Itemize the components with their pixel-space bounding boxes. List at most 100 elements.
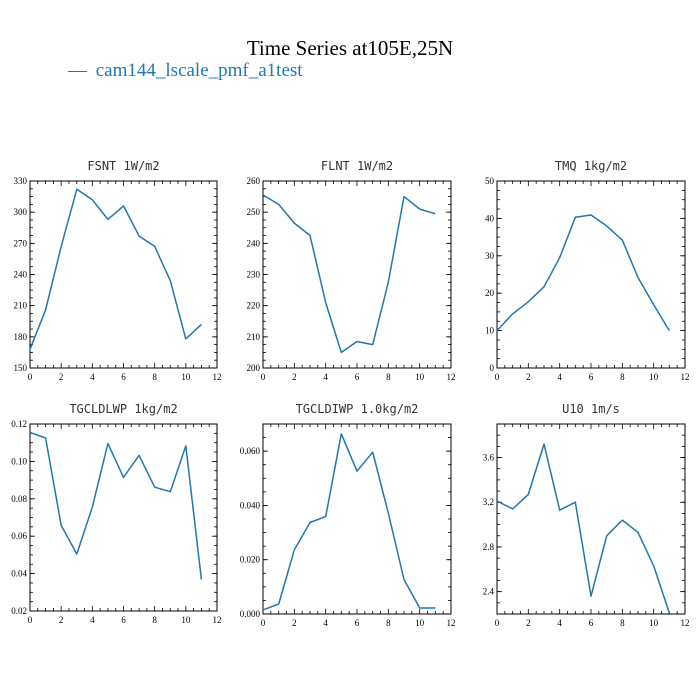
x-tick-label: 12 — [681, 618, 690, 628]
panel-title: TGCLDIWP 1.0kg/m2 — [296, 402, 419, 416]
series-line — [29, 188, 202, 350]
x-tick-label: 4 — [557, 618, 562, 628]
chart-panels: FSNT 1W/m20 2 4 6 8 10 12150180210240270300330… — [11, 159, 689, 628]
plot-frame — [496, 180, 686, 369]
panel-3: TMQ 1kg/m2 0 2 4 6 8 10 12 0 10 20 30 40 50 — [485, 159, 690, 382]
x-tick-label: 6 — [121, 615, 126, 625]
y-tick-label: 10 — [485, 326, 495, 336]
x-tick-label: 2 — [526, 618, 531, 628]
series-line — [262, 433, 436, 611]
x-tick-label: 12 — [447, 618, 456, 628]
y-tick-label: 30 — [485, 251, 495, 261]
plot-frame — [262, 423, 452, 615]
series-line — [496, 443, 671, 614]
series-line — [262, 194, 436, 354]
y-tick-label: 0.020 — [240, 555, 261, 565]
panel-title: TMQ 1kg/m2 — [555, 159, 627, 173]
panel-title: TGCLDLWP 1kg/m2 — [69, 402, 177, 416]
x-tick-label: 2 — [292, 372, 297, 382]
x-tick-label: 8 — [620, 618, 625, 628]
y-tick-label: 0 — [490, 363, 495, 373]
y-tick-label: 260 — [247, 176, 261, 186]
x-tick-label: 10 — [649, 372, 659, 382]
plot-frame — [29, 180, 218, 369]
y-tick-label: 200 — [247, 363, 261, 373]
y-tick-label: 0.08 — [11, 494, 27, 504]
x-tick-label: 8 — [386, 372, 391, 382]
series-line — [496, 214, 670, 332]
y-tick-label: 250 — [247, 207, 261, 217]
svg-text:— cam144_lscale_pmf_a1te: — cam144_lscale_pmf_a1test — [67, 60, 303, 81]
y-tick-label: 210 — [247, 332, 261, 342]
y-tick-label: 180 — [14, 332, 28, 342]
panel-1: FSNT 1W/m2 0 2 4 6 8 10 12 150 180 210 240 270 300 330 — [14, 159, 222, 382]
x-tick-label: 0 — [261, 372, 266, 382]
x-tick-label: 12 — [681, 372, 690, 382]
x-tick-label: 6 — [589, 372, 594, 382]
plot-frame — [262, 180, 452, 369]
y-tick-label: 300 — [14, 207, 28, 217]
y-tick-label: 20 — [485, 288, 495, 298]
legend-label: cam144_lscale_pmf_a1test — [96, 60, 304, 81]
x-tick-label: 4 — [323, 618, 328, 628]
x-tick-label: 8 — [152, 615, 157, 625]
panel-2: FLNT 1W/m2 0 2 4 6 8 10 12 200 210 220 230 240 250 260 — [247, 159, 456, 382]
y-tick-label: 0.000 — [240, 609, 261, 619]
x-tick-label: 4 — [90, 372, 95, 382]
x-tick-label: 12 — [213, 372, 222, 382]
y-tick-label: 2.4 — [483, 587, 495, 597]
y-tick-label: 0.06 — [11, 531, 27, 541]
y-tick-label: 270 — [14, 238, 28, 248]
y-tick-label: 0.04 — [11, 569, 27, 579]
y-tick-label: 0.12 — [11, 419, 27, 429]
x-tick-label: 2 — [59, 615, 64, 625]
y-tick-label: 40 — [485, 213, 495, 223]
panel-5: TGCLDIWP 1.0kg/m2 0 2 4 6 8 10 12 0.000 0.020 0.04… — [240, 402, 456, 628]
y-tick-label: 0.10 — [11, 456, 27, 466]
panel-title: U10 1m/s — [562, 402, 620, 416]
x-tick-label: 4 — [557, 372, 562, 382]
x-tick-label: 4 — [323, 372, 328, 382]
panel-6: U10 1m/s 0 2 4 6 8 10 12 2.4 2.8 3.2 3.6 — [483, 402, 690, 628]
x-tick-label: 0 — [495, 618, 500, 628]
x-tick-label: 0 — [28, 372, 33, 382]
y-tick-label: 0.060 — [240, 446, 261, 456]
y-tick-label: 230 — [247, 270, 261, 280]
y-tick-label: 240 — [247, 238, 261, 248]
y-tick-label: 2.8 — [483, 542, 495, 552]
x-tick-label: 6 — [355, 618, 360, 628]
x-tick-label: 8 — [152, 372, 157, 382]
plot-frame — [29, 423, 218, 612]
y-tick-label: 330 — [14, 176, 28, 186]
x-tick-label: 8 — [620, 372, 625, 382]
y-tick-label: 3.2 — [483, 497, 494, 507]
x-tick-label: 2 — [292, 618, 297, 628]
x-tick-label: 4 — [90, 615, 95, 625]
plot-frame — [496, 423, 686, 615]
x-tick-label: 2 — [526, 372, 531, 382]
x-tick-label: 6 — [121, 372, 126, 382]
y-tick-label: 240 — [14, 270, 28, 280]
x-tick-label: 0 — [261, 618, 266, 628]
x-tick-label: 6 — [355, 372, 360, 382]
y-tick-label: 150 — [14, 363, 28, 373]
figure-title: Time Series at105E,25N — [247, 36, 453, 60]
y-tick-label: 0.02 — [11, 606, 27, 616]
x-tick-label: 0 — [28, 615, 33, 625]
panel-4: TGCLDLWP 1kg/m2 0 2 4 6 8 10 12 0.02 0.04 0.06 0.08… — [11, 402, 221, 625]
y-tick-label: 50 — [485, 176, 495, 186]
legend-marker: — — [67, 60, 88, 81]
x-tick-label: 10 — [415, 372, 425, 382]
y-tick-label: 3.6 — [483, 453, 495, 463]
x-tick-label: 8 — [386, 618, 391, 628]
x-tick-label: 6 — [589, 618, 594, 628]
x-tick-label: 0 — [495, 372, 500, 382]
x-tick-label: 12 — [447, 372, 456, 382]
legend: — cam144_lscale_pmf_a1test — [67, 60, 303, 81]
series-line — [29, 431, 203, 580]
y-tick-label: 0.040 — [240, 500, 261, 510]
panel-title: FSNT 1W/m2 — [87, 159, 159, 173]
x-tick-label: 10 — [415, 618, 425, 628]
x-tick-label: 10 — [181, 372, 191, 382]
